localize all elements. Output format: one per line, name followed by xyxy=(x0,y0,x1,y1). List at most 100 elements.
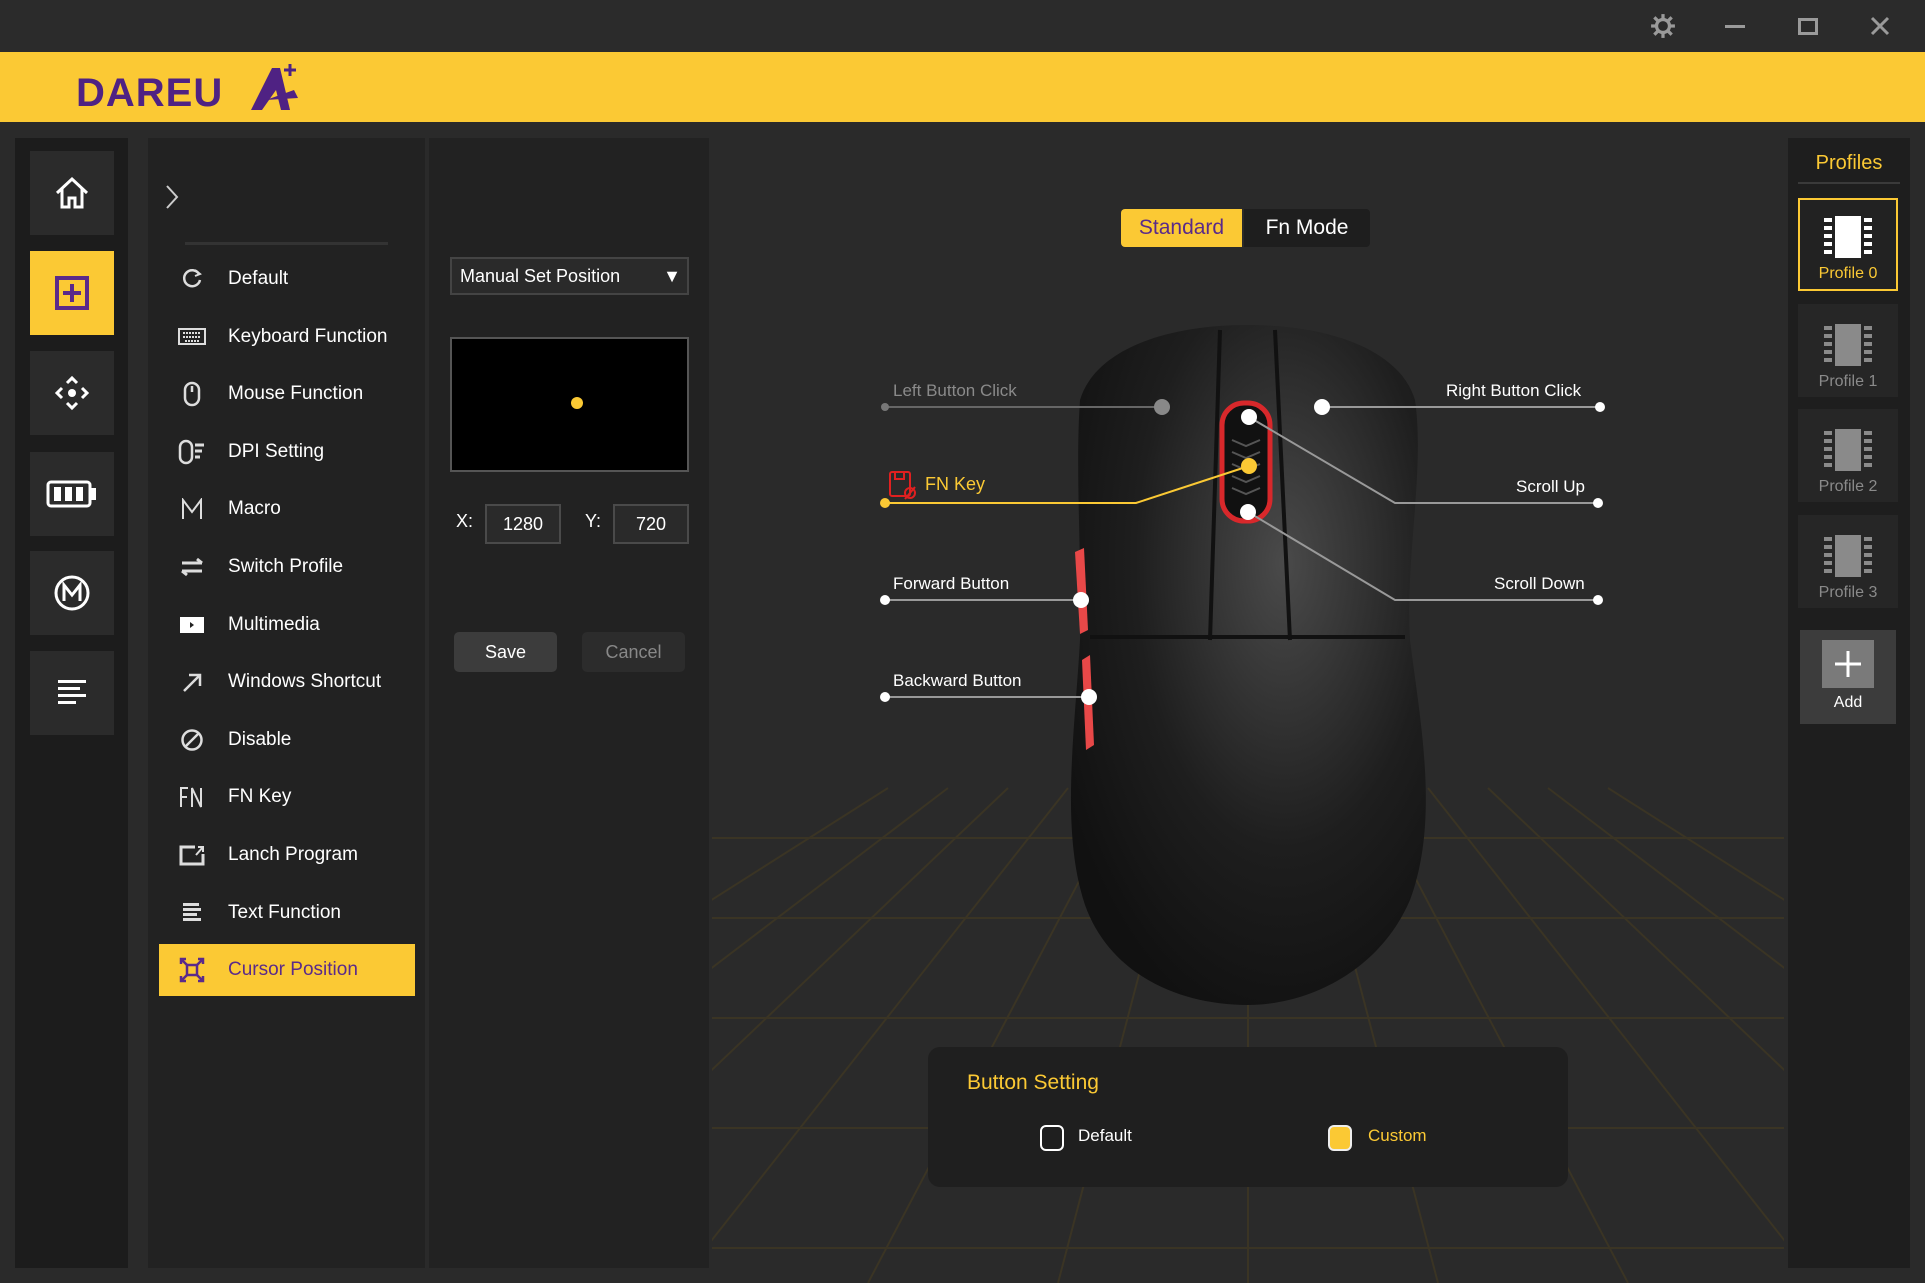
close-icon[interactable] xyxy=(1863,10,1897,42)
text-icon xyxy=(177,902,207,924)
keyboard-icon xyxy=(177,327,207,346)
dareu-logo: DAREU xyxy=(76,64,298,115)
cursor-dot[interactable] xyxy=(571,397,583,409)
button-setting-panel: Button Setting Default Custom xyxy=(928,1047,1568,1187)
shortcut-arrow-icon xyxy=(177,671,207,693)
nav-rail xyxy=(15,138,128,1268)
menu-item-label: Default xyxy=(228,268,289,289)
menu-item-multimedia[interactable]: Multimedia xyxy=(159,599,415,651)
plus-icon xyxy=(1822,640,1874,688)
battery-icon[interactable] xyxy=(30,452,114,536)
cursor-preview[interactable] xyxy=(450,337,689,472)
divider xyxy=(185,242,388,245)
forward-side-button xyxy=(1075,548,1088,634)
menu-item-text-function[interactable]: Text Function xyxy=(159,887,415,939)
cancel-button[interactable]: Cancel xyxy=(582,632,685,672)
default-checkbox[interactable] xyxy=(1040,1125,1064,1151)
custom-label[interactable]: Custom xyxy=(1368,1126,1427,1145)
save-button[interactable]: Save xyxy=(454,632,557,672)
menu-item-mouse-function[interactable]: Mouse Function xyxy=(159,368,415,420)
menu-item-label: Multimedia xyxy=(228,613,320,635)
label-forward-button[interactable]: Forward Button xyxy=(893,574,1010,593)
minimize-icon[interactable] xyxy=(1718,10,1752,42)
dropdown-value: Manual Set Position xyxy=(460,265,621,286)
dropdown-arrow-icon: ▼ xyxy=(663,266,681,286)
multimedia-icon xyxy=(177,615,207,635)
disable-icon xyxy=(177,728,207,752)
chip-icon xyxy=(1824,429,1872,471)
label-backward-button[interactable]: Backward Button xyxy=(893,671,1022,690)
macro-icon[interactable] xyxy=(30,551,114,635)
y-label: Y: xyxy=(585,511,602,531)
label-right-button[interactable]: Right Button Click xyxy=(1446,381,1582,400)
divider xyxy=(1798,182,1900,184)
fn-icon xyxy=(177,786,207,808)
menu-item-label: Keyboard Function xyxy=(228,325,388,347)
menu-item-label: Switch Profile xyxy=(228,556,344,577)
label-scroll-down[interactable]: Scroll Down xyxy=(1494,574,1585,593)
chip-icon xyxy=(1824,323,1872,366)
menu-item-label: Macro xyxy=(228,498,281,520)
gear-icon[interactable] xyxy=(1646,10,1680,42)
profile-label: Profile 2 xyxy=(1818,478,1878,495)
profiles-panel: Profiles Profile 0 Profile 1 Profile 2 Prof… xyxy=(1788,138,1910,1268)
menu-item-label: Disable xyxy=(228,728,292,750)
tab-standard[interactable]: Standard xyxy=(1121,209,1242,247)
list-icon[interactable] xyxy=(30,651,114,735)
menu-item-label: Windows Shortcut xyxy=(228,671,382,693)
menu-item-keyboard-function[interactable]: Keyboard Function xyxy=(159,311,415,363)
button-setting-title: Button Setting xyxy=(967,1071,1099,1094)
brand-banner xyxy=(0,52,1925,122)
label-fn-key[interactable]: FN Key xyxy=(925,474,986,494)
custom-checkbox[interactable] xyxy=(1328,1125,1352,1151)
refresh-icon xyxy=(177,267,207,291)
chevron-right-icon[interactable] xyxy=(164,184,180,215)
profile-2[interactable]: Profile 2 xyxy=(1798,409,1898,502)
tab-fn-mode[interactable]: Fn Mode xyxy=(1244,209,1370,247)
menu-item-label: Lanch Program xyxy=(228,844,358,865)
y-input[interactable]: 720 xyxy=(613,504,689,544)
x-input[interactable]: 1280 xyxy=(485,504,561,544)
menu-item-macro[interactable]: Macro xyxy=(159,483,415,535)
label-left-button[interactable]: Left Button Click xyxy=(893,381,1017,400)
dpi-move-icon[interactable] xyxy=(30,351,114,435)
menu-item-fn-key[interactable]: FN Key xyxy=(159,771,415,823)
x-label: X: xyxy=(456,511,474,531)
menu-item-label: FN Key xyxy=(228,786,292,808)
title-bar xyxy=(0,0,1925,52)
add-profile-button[interactable]: Add xyxy=(1800,630,1896,724)
menu-item-dpi-setting[interactable]: DPI Setting xyxy=(159,426,415,478)
menu-item-default[interactable]: Default xyxy=(159,253,415,305)
profile-label: Profile 0 xyxy=(1818,265,1878,282)
profile-0[interactable]: Profile 0 xyxy=(1798,198,1898,291)
menu-item-switch-profile[interactable]: Switch Profile xyxy=(159,541,415,593)
profile-label: Profile 3 xyxy=(1818,583,1878,601)
menu-item-cursor-position[interactable]: Cursor Position xyxy=(159,944,415,997)
button-assign-icon[interactable] xyxy=(30,251,114,335)
cursor-position-icon xyxy=(177,957,207,983)
home-icon[interactable] xyxy=(30,151,114,235)
fn-key-icon xyxy=(889,471,916,500)
mouse-icon xyxy=(177,381,207,407)
label-scroll-up[interactable]: Scroll Up xyxy=(1516,477,1585,496)
position-mode-dropdown[interactable]: Manual Set Position ▼ xyxy=(450,257,689,295)
menu-item-disable[interactable]: Disable xyxy=(159,714,415,766)
dpi-icon xyxy=(177,439,207,465)
profile-1[interactable]: Profile 1 xyxy=(1798,303,1898,397)
function-menu: Default Keyboard Function Mouse Function DP… xyxy=(148,138,425,1268)
menu-item-label: Mouse Function xyxy=(228,383,364,405)
menu-item-lanch-program[interactable]: Lanch Program xyxy=(159,829,415,881)
add-label: Add xyxy=(1833,694,1863,711)
profiles-title: Profiles xyxy=(1815,152,1883,174)
default-label[interactable]: Default xyxy=(1078,1126,1132,1145)
maximize-icon[interactable] xyxy=(1791,10,1825,42)
profile-3[interactable]: Profile 3 xyxy=(1798,514,1898,608)
switch-icon xyxy=(177,556,207,578)
menu-item-label: Text Function xyxy=(228,901,341,923)
menu-item-windows-shortcut[interactable]: Windows Shortcut xyxy=(159,656,415,708)
chip-icon xyxy=(1824,534,1872,577)
menu-item-label: Cursor Position xyxy=(228,959,358,981)
svg-text:DAREU: DAREU xyxy=(76,71,223,115)
profile-label: Profile 1 xyxy=(1818,372,1878,390)
